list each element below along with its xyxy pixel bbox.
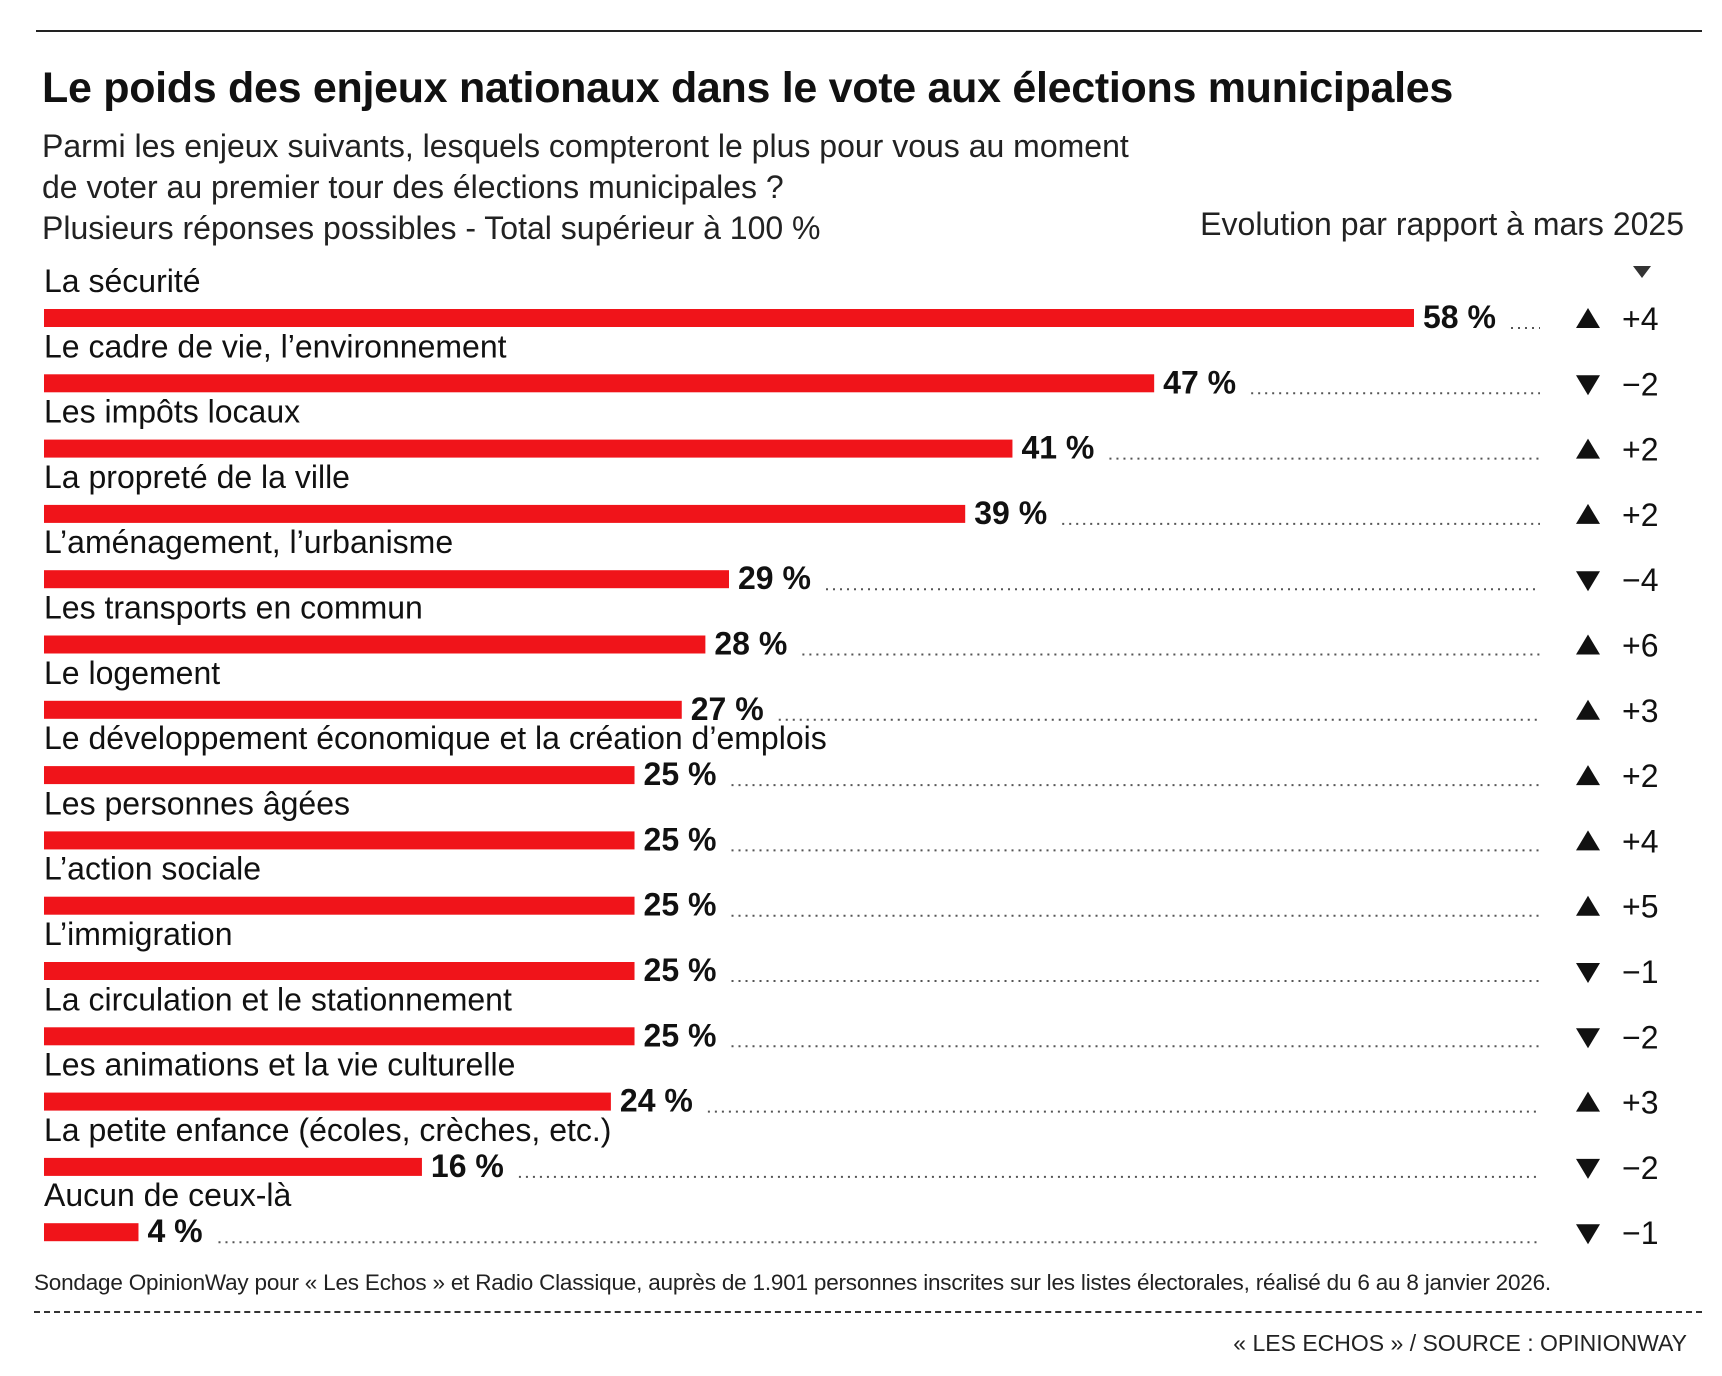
category-label: L’aménagement, l’urbanisme — [44, 524, 453, 560]
value-label: 58 % — [1423, 299, 1496, 335]
bar — [44, 831, 635, 850]
evolution-label: −4 — [1622, 562, 1658, 598]
value-label: 28 % — [714, 626, 787, 662]
up-arrow-icon — [1576, 895, 1600, 916]
value-label: 4 % — [147, 1213, 202, 1249]
category-label: L’immigration — [44, 916, 233, 952]
category-label: Le logement — [44, 655, 220, 691]
value-label: 25 % — [644, 1017, 717, 1053]
category-label: La propreté de la ville — [44, 459, 350, 495]
value-label: 25 % — [644, 756, 717, 792]
evolution-label: +3 — [1622, 693, 1658, 729]
bar — [44, 570, 729, 589]
bar — [44, 700, 682, 719]
bar — [44, 374, 1155, 393]
chart-subtitle: Parmi les enjeux suivants, lesquels comp… — [42, 126, 1129, 249]
category-label: Le cadre de vie, l’environnement — [44, 328, 507, 364]
up-arrow-icon — [1576, 503, 1600, 524]
evolution-label: −1 — [1622, 1215, 1658, 1251]
bar — [44, 635, 706, 654]
down-arrow-icon — [1576, 571, 1600, 592]
evolution-label: +5 — [1622, 889, 1658, 925]
up-arrow-icon — [1576, 765, 1600, 786]
category-label: Les impôts locaux — [44, 394, 300, 430]
bar — [44, 1157, 422, 1176]
evolution-label: −1 — [1622, 954, 1658, 990]
chart-title: Le poids des enjeux nationaux dans le vo… — [42, 64, 1453, 112]
value-label: 25 % — [644, 952, 717, 988]
bar — [44, 439, 1013, 458]
category-label: Le développement économique et la créati… — [44, 720, 827, 756]
value-label: 25 % — [644, 821, 717, 857]
up-arrow-icon — [1576, 634, 1600, 655]
bar — [44, 504, 966, 523]
bar — [44, 1223, 139, 1242]
bottom-rule — [34, 1311, 1702, 1313]
evolution-label: +2 — [1622, 497, 1658, 533]
down-arrow-icon — [1576, 1224, 1600, 1245]
up-arrow-icon — [1576, 438, 1600, 459]
bar — [44, 1027, 635, 1046]
category-label: Les transports en commun — [44, 590, 423, 626]
evolution-column-marker-icon — [1633, 266, 1651, 278]
bar — [44, 309, 1414, 327]
category-label: La petite enfance (écoles, crèches, etc.… — [44, 1112, 611, 1148]
source-credit: « LES ECHOS » / SOURCE : OPINIONWAY — [1233, 1330, 1687, 1356]
bar — [44, 766, 635, 785]
category-label: Les personnes âgées — [44, 785, 350, 821]
evolution-label: −2 — [1622, 366, 1658, 402]
value-label: 47 % — [1163, 364, 1236, 400]
down-arrow-icon — [1576, 1028, 1600, 1049]
value-label: 16 % — [431, 1148, 504, 1184]
evolution-label: +2 — [1622, 432, 1658, 468]
evolution-label: +6 — [1622, 628, 1658, 664]
bar — [44, 1092, 611, 1111]
bar — [44, 962, 635, 980]
down-arrow-icon — [1576, 1158, 1600, 1179]
value-label: 25 % — [644, 887, 717, 923]
evolution-label: −2 — [1622, 1150, 1658, 1186]
evolution-label: +3 — [1622, 1085, 1658, 1121]
category-label: La sécurité — [44, 263, 201, 299]
down-arrow-icon — [1576, 963, 1600, 983]
evolution-header: Evolution par rapport à mars 2025 — [1200, 206, 1684, 242]
subtitle-line: de voter au premier tour des élections m… — [42, 169, 784, 205]
survey-footnote: Sondage OpinionWay pour « Les Echos » et… — [34, 1270, 1551, 1295]
top-rule — [36, 30, 1702, 32]
value-label: 39 % — [974, 495, 1047, 531]
value-label: 27 % — [691, 691, 764, 727]
subtitle-line: Parmi les enjeux suivants, lesquels comp… — [42, 128, 1129, 164]
category-label: Les animations et la vie culturelle — [44, 1047, 515, 1083]
evolution-label: +4 — [1622, 823, 1658, 859]
bar — [44, 896, 635, 915]
category-label: L’action sociale — [44, 851, 261, 887]
value-label: 29 % — [738, 560, 811, 596]
evolution-label: −2 — [1622, 1019, 1658, 1055]
value-label: 41 % — [1021, 430, 1094, 466]
category-label: La circulation et le stationnement — [44, 981, 512, 1017]
value-label: 24 % — [620, 1083, 693, 1119]
up-arrow-icon — [1576, 830, 1600, 851]
up-arrow-icon — [1576, 699, 1600, 720]
evolution-label: +2 — [1622, 758, 1658, 794]
down-arrow-icon — [1576, 375, 1600, 396]
up-arrow-icon — [1576, 308, 1600, 328]
subtitle-line: Plusieurs réponses possibles - Total sup… — [42, 210, 821, 246]
category-label: Aucun de ceux-là — [44, 1177, 291, 1213]
evolution-label: +4 — [1622, 301, 1658, 337]
up-arrow-icon — [1576, 1091, 1600, 1112]
